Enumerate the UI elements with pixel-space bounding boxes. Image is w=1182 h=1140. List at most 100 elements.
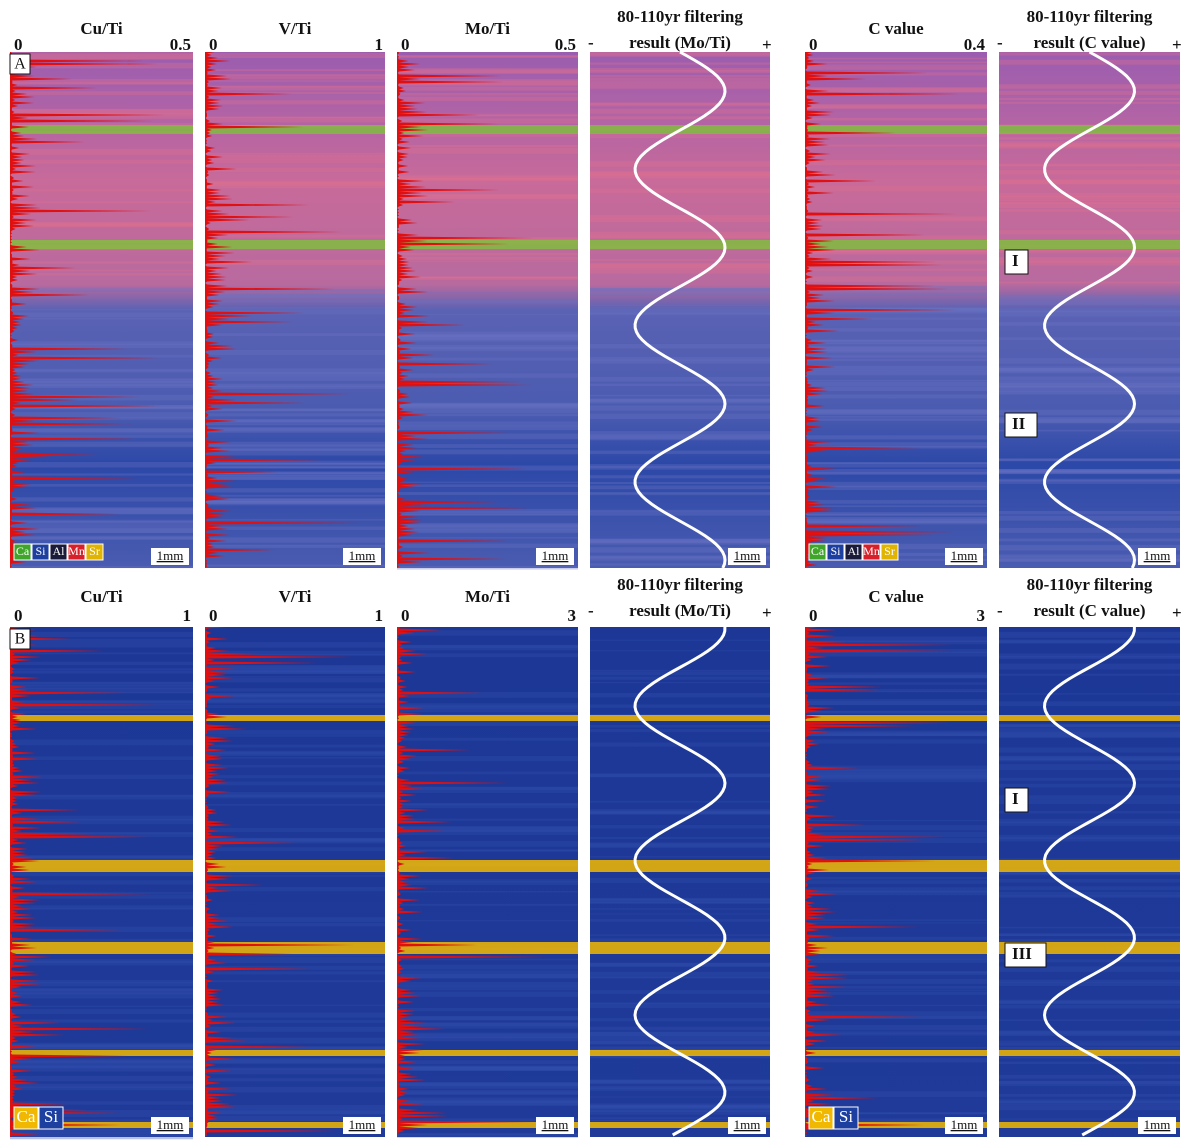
texture-band	[590, 1096, 770, 1097]
texture-band	[590, 539, 770, 545]
texture-band	[805, 104, 987, 109]
texture-band	[999, 732, 1180, 737]
column-title: 80-110yr filtering	[1027, 575, 1153, 594]
legend-label: Mn	[68, 544, 85, 558]
texture-band	[999, 1094, 1180, 1097]
texture-band	[205, 526, 385, 530]
texture-band	[590, 406, 770, 411]
texture-band	[590, 68, 770, 71]
column-title: 80-110yr filtering	[1027, 7, 1153, 26]
texture-band	[205, 384, 385, 387]
ca-band	[205, 1050, 385, 1056]
texture-band	[590, 399, 770, 402]
texture-band	[805, 922, 987, 923]
texture-band	[999, 98, 1180, 100]
scale-bar: 1mm	[349, 548, 376, 563]
texture-band	[397, 482, 578, 483]
texture-band	[590, 963, 770, 967]
scale-bar: 1mm	[951, 548, 978, 563]
texture-band	[205, 463, 385, 468]
zone-label: II	[1012, 414, 1026, 433]
texture-band	[397, 975, 578, 978]
texture-band	[10, 91, 193, 92]
texture-band	[10, 1058, 193, 1063]
minus-sign: -	[997, 33, 1003, 52]
texture-band	[590, 811, 770, 814]
ca-band	[590, 715, 770, 721]
map-panel	[805, 52, 987, 568]
texture-band	[10, 109, 193, 115]
texture-band	[590, 1110, 770, 1114]
panel-label: B	[15, 631, 26, 648]
texture-band	[999, 471, 1180, 473]
texture-band	[205, 1078, 385, 1081]
texture-band	[10, 428, 193, 433]
texture-band	[805, 919, 987, 921]
texture-band	[205, 688, 385, 691]
ca-band	[205, 240, 385, 249]
texture-band	[205, 745, 385, 748]
scale-bar: 1mm	[734, 1117, 761, 1132]
texture-band	[590, 914, 770, 915]
texture-band	[397, 771, 578, 774]
texture-band	[10, 318, 193, 320]
texture-band	[805, 65, 987, 70]
texture-band	[205, 751, 385, 756]
texture-band	[205, 235, 385, 238]
texture-band	[805, 1005, 987, 1006]
texture-band	[10, 671, 193, 674]
texture-band	[999, 896, 1180, 898]
legend-label: Ca	[811, 544, 825, 558]
texture-band	[999, 479, 1180, 482]
texture-band	[205, 917, 385, 921]
texture-band	[205, 1069, 385, 1075]
texture-band	[805, 777, 987, 782]
texture-band	[999, 656, 1180, 659]
texture-band	[397, 347, 578, 351]
column-title: Cu/Ti	[80, 587, 122, 606]
axis-min-label: 0	[809, 35, 818, 54]
texture-band	[999, 1056, 1180, 1058]
column-title: V/Ti	[279, 587, 312, 606]
texture-band	[397, 93, 578, 96]
texture-band	[805, 186, 987, 191]
texture-band	[590, 1105, 770, 1108]
texture-band	[397, 959, 578, 961]
texture-band	[397, 97, 578, 99]
texture-band	[10, 473, 193, 475]
texture-band	[10, 1087, 193, 1091]
texture-band	[205, 804, 385, 806]
texture-band	[999, 879, 1180, 882]
texture-band	[999, 927, 1180, 929]
texture-band	[205, 828, 385, 832]
texture-band	[205, 117, 385, 118]
ca-band	[10, 860, 193, 872]
texture-band	[590, 1002, 770, 1003]
texture-band	[10, 992, 193, 998]
texture-band	[805, 339, 987, 341]
texture-band	[397, 450, 578, 455]
texture-band	[397, 891, 578, 893]
texture-band	[205, 350, 385, 355]
texture-band	[590, 464, 770, 468]
texture-band	[397, 56, 578, 58]
texture-band	[590, 837, 770, 839]
texture-band	[397, 253, 578, 255]
texture-band	[397, 982, 578, 986]
texture-band	[10, 92, 193, 95]
texture-band	[590, 81, 770, 84]
texture-band	[999, 194, 1180, 199]
texture-band	[590, 309, 770, 314]
texture-band	[205, 1110, 385, 1114]
texture-band	[805, 701, 987, 705]
scale-bar: 1mm	[157, 548, 184, 563]
texture-band	[999, 764, 1180, 770]
texture-band	[805, 88, 987, 92]
texture-band	[205, 730, 385, 735]
scale-bar: 1mm	[1144, 1117, 1171, 1132]
texture-band	[205, 495, 385, 497]
map-panel	[590, 52, 770, 568]
texture-band	[590, 475, 770, 478]
texture-band	[205, 782, 385, 786]
texture-band	[10, 412, 193, 413]
